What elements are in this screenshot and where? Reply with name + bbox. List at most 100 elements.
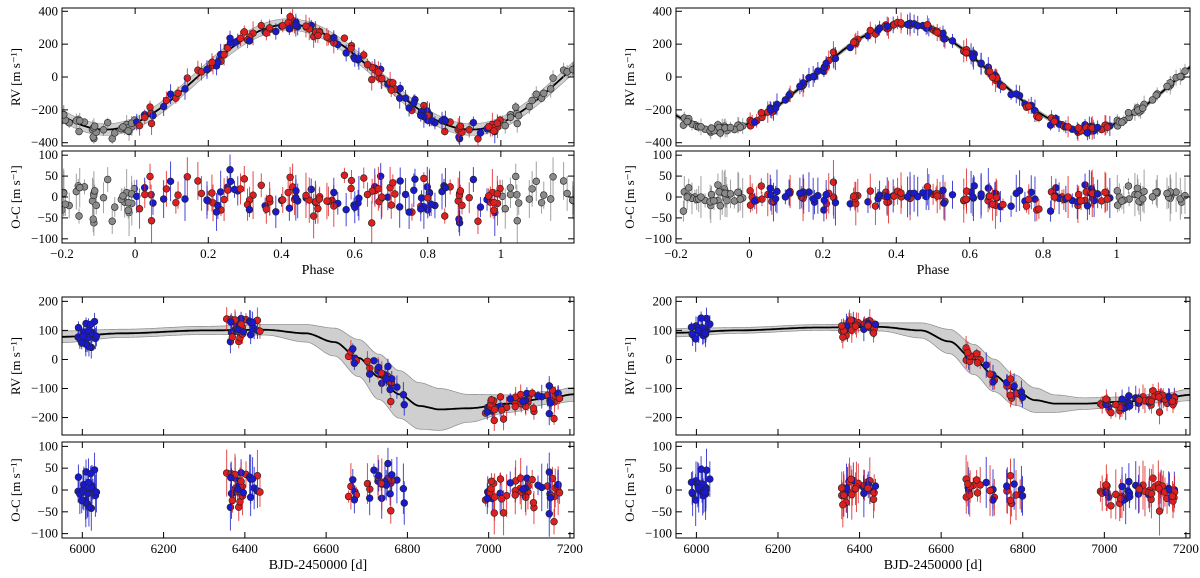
top-right-oc-point — [897, 189, 905, 197]
top-left-oc-point-wrap — [111, 203, 119, 211]
top-right-rv-point — [1093, 123, 1102, 132]
bottom-right-rv-point — [1147, 397, 1156, 406]
top-right-oc-point — [1035, 205, 1043, 213]
top-right-rv-point — [875, 24, 884, 32]
bottom-left-oc-point — [227, 489, 236, 498]
bottom-left-oc-point — [239, 489, 248, 497]
top-left-rv-point — [146, 103, 154, 111]
top-right-rv-point — [831, 54, 840, 63]
top-left-oc-point — [355, 194, 363, 202]
top-left-oc-point — [149, 199, 157, 207]
bottom-right-rv-point — [847, 316, 855, 324]
top-right-oc-point-wrap — [1163, 189, 1171, 198]
top-left-oc-point — [183, 173, 192, 181]
top-right-oc-point — [940, 199, 948, 207]
top-left-oc-point-wrap — [90, 187, 99, 195]
top-right-oc-point — [988, 200, 997, 208]
top-right-rv-point — [914, 22, 922, 30]
bottom-left-oc-point — [86, 469, 95, 478]
top-right-rv-point — [771, 104, 780, 112]
bottom-left-oc-point — [388, 471, 396, 479]
top-left-oc-point — [405, 208, 413, 216]
bottom-left-rv-point — [545, 382, 553, 390]
top-left-oc-point — [395, 203, 404, 211]
bottom-right-rv-point — [1155, 408, 1164, 416]
top-right-rv-ytick-label: 400 — [653, 3, 673, 18]
top-right-oc-point — [1052, 184, 1060, 192]
bottom-right-oc-point — [848, 490, 856, 499]
top-right-oc-point-wrap — [1124, 182, 1133, 190]
bottom-left-rv-point — [382, 375, 390, 383]
top-left-rv-point — [245, 37, 254, 45]
top-right-rv-point — [933, 28, 941, 37]
top-left-rv-point-wrap — [111, 129, 119, 137]
top-left-oc-xtick-label: 0.4 — [273, 246, 290, 261]
bottom-left-rv-point — [546, 399, 555, 407]
bottom-left-oc-ylabel: O-C [m s⁻¹] — [8, 458, 23, 521]
top-left-oc-point — [314, 204, 322, 213]
top-left-oc-point — [240, 175, 249, 183]
top-left-oc-point — [141, 190, 149, 199]
top-left-rv-point-wrap — [515, 111, 523, 120]
bottom-left-oc-ytick-label: 50 — [45, 460, 58, 475]
top-right-oc-point — [771, 195, 780, 203]
bottom-left-rv-point — [228, 333, 237, 341]
top-left-oc-ytick-label: 100 — [39, 147, 59, 162]
top-left-rv-point-wrap — [525, 102, 534, 111]
bottom-right-oc-point — [864, 484, 872, 492]
top-right-oc-point-wrap — [716, 202, 724, 210]
top-left-rv-point — [484, 123, 493, 131]
top-left-oc-xtick-label: 0 — [132, 246, 139, 261]
top-right-rv-point — [849, 38, 858, 47]
bottom-right-oc-frame — [675, 441, 1191, 539]
top-right-oc-point — [1101, 188, 1109, 196]
top-left-rv-point — [292, 21, 300, 29]
bottom-right-oc-point — [1147, 489, 1156, 498]
top-left-rv-point — [374, 68, 383, 76]
top-right-oc-xtick-label: −0.2 — [664, 246, 688, 261]
bottom-left-rv-frame — [61, 296, 575, 436]
top-right-rv-point — [969, 53, 977, 61]
top-right-rv-point-wrap — [1118, 118, 1126, 126]
bottom-right-oc-point — [1017, 485, 1026, 493]
top-left-rv-point-wrap — [568, 65, 574, 74]
top-left-oc-point — [292, 194, 300, 202]
bottom-left-oc-point — [248, 475, 257, 483]
top-left-oc-point — [490, 206, 498, 214]
top-right-rv-point — [948, 37, 957, 45]
top-right-rv-point — [1074, 124, 1083, 132]
top-right-oc-point — [1022, 202, 1031, 210]
bottom-left-rv-point — [248, 318, 257, 327]
top-left-rv-point — [236, 34, 245, 42]
top-left-rv-point — [147, 119, 156, 128]
bottom-right-oc-point — [840, 491, 848, 500]
top-left-oc-point — [420, 174, 428, 183]
bottom-right-oc-point — [1112, 490, 1120, 499]
top-left-rv-point — [149, 111, 157, 120]
top-left-oc-point — [245, 205, 254, 214]
top-left-rv-point-wrap — [75, 127, 83, 136]
bottom-right-rv-point — [839, 333, 847, 341]
bottom-left-oc-point — [534, 481, 542, 489]
top-left-oc-point — [302, 191, 310, 200]
bottom-left-oc-point — [483, 495, 491, 503]
bottom-right-oc-point — [986, 486, 994, 495]
top-left-oc-point-wrap — [99, 194, 108, 202]
top-right-oc-xlabel: Phase — [917, 263, 950, 278]
top-left-oc-point — [374, 185, 383, 193]
top-left-oc-point-wrap — [103, 175, 112, 184]
top-left-oc-point-wrap — [108, 217, 116, 225]
top-right-oc-point-wrap — [734, 188, 742, 196]
bottom-left-rv-point — [227, 318, 235, 326]
bottom-left-oc-point — [511, 491, 519, 499]
bottom-left-rv-ytick-label: 200 — [39, 293, 59, 308]
bottom-right-oc-xlabel: BJD-2450000 [d] — [884, 558, 982, 573]
top-right-oc-point — [866, 187, 874, 195]
bottom-left-rv-point — [519, 397, 527, 406]
top-right-oc-point — [992, 193, 1001, 202]
top-left-oc-point — [410, 186, 418, 194]
bottom-right-rv-point — [837, 322, 846, 330]
bottom-right-rv-point — [982, 361, 990, 369]
top-left-oc-point-wrap — [62, 200, 70, 208]
